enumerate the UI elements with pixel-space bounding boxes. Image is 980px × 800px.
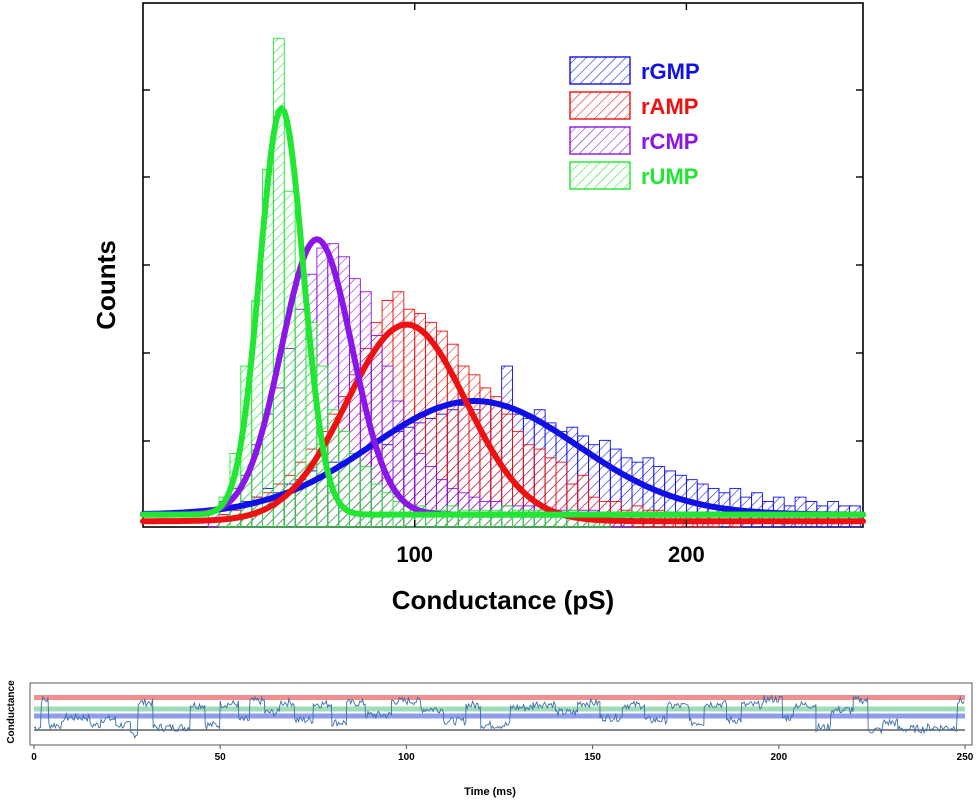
y-ticks <box>143 89 863 442</box>
fit-curve-rGMP <box>140 398 866 518</box>
trace-y-axis-title: Conductance <box>6 680 17 744</box>
legend-swatch-rGMP <box>569 56 631 85</box>
trace-x-tick-label: 150 <box>584 752 601 763</box>
trace-x-axis-title: Time (ms) <box>464 786 516 798</box>
legend-label-rCMP: rCMP <box>641 129 698 154</box>
legend-label-rAMP: rAMP <box>641 94 698 119</box>
x-axis-title: Conductance (pS) <box>392 585 614 615</box>
fit-curves <box>140 105 866 525</box>
x-ticks: 100 200 <box>396 3 705 567</box>
legend-swatch-rUMP <box>569 161 631 190</box>
trace-x-tick-label: 100 <box>398 752 415 763</box>
bar-rUMP <box>370 483 383 528</box>
trace-chart: 0 50 100 150 200 250 Time (ms) Conductance <box>6 680 974 798</box>
fit-curve-rUMP <box>140 105 866 518</box>
legend-label-rGMP: rGMP <box>641 59 700 84</box>
trace-x-tick-label: 0 <box>31 752 37 763</box>
bar-rUMP <box>283 190 296 528</box>
x-tick-label: 200 <box>668 542 705 567</box>
legend-swatch-rCMP <box>569 126 631 155</box>
bar-rUMP <box>359 466 372 528</box>
x-tick-label: 100 <box>396 542 433 567</box>
trace-path <box>33 694 965 739</box>
histogram-chart: 100 200 Conductance (pS) Counts rGMPrAMPr… <box>91 2 866 615</box>
bar-rUMP <box>381 492 394 528</box>
trace-x-ticks: 0 50 100 150 200 250 <box>31 745 974 763</box>
fit-curve-rAMP <box>140 321 866 525</box>
y-axis-title: Counts <box>91 240 121 330</box>
trace-x-tick-label: 50 <box>215 752 227 763</box>
trace-x-tick-label: 200 <box>770 752 787 763</box>
legend: rGMP rAMP rCMP rUMP <box>569 56 700 190</box>
legend-swatch-rAMP <box>569 91 631 120</box>
trace-x-tick-label: 250 <box>957 752 974 763</box>
legend-label-rUMP: rUMP <box>641 164 698 189</box>
conductance-trace <box>33 694 965 739</box>
